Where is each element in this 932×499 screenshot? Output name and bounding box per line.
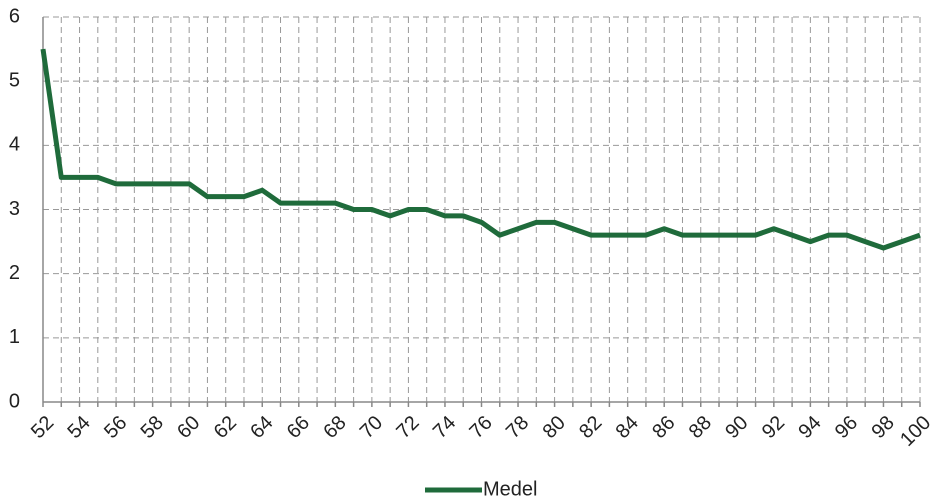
x-tick-label: 56 [100,412,131,443]
x-tick-label: 68 [319,412,350,443]
x-tick-label: 94 [794,412,825,443]
legend-label: Medel [483,478,537,499]
x-tick-label: 66 [283,412,314,443]
x-tick-label: 76 [465,412,496,443]
x-tick-label: 88 [685,412,716,443]
x-tick-label: 92 [758,412,789,443]
x-tick-label: 86 [648,412,679,443]
x-tick-label: 96 [831,412,862,443]
x-tick-label: 60 [173,412,204,443]
x-tick-label: 52 [27,412,58,443]
x-tick-label: 78 [502,412,533,443]
x-tick-label: 74 [429,412,460,443]
y-tick-label: 0 [9,390,20,412]
y-tick-label: 4 [9,134,20,156]
data-line [40,48,921,251]
x-tick-label: 64 [246,412,277,443]
x-tick-label: 72 [392,412,423,443]
x-tick-label: 84 [612,412,643,443]
y-tick-label: 2 [9,262,20,284]
x-tick-label: 100 [896,412,932,451]
x-tick-label: 82 [575,412,606,443]
x-tick-label: 98 [867,412,898,443]
x-tick-label: 80 [539,412,570,443]
x-tick-label: 54 [64,412,95,443]
y-tick-label: 6 [9,5,20,27]
y-tick-label: 5 [9,69,20,91]
x-tick-label: 90 [721,412,752,443]
y-tick-label: 3 [9,198,20,220]
x-tick-label: 58 [137,412,168,443]
x-tick-label: 70 [356,412,387,443]
y-tick-label: 1 [9,326,20,348]
x-tick-label: 62 [210,412,241,443]
